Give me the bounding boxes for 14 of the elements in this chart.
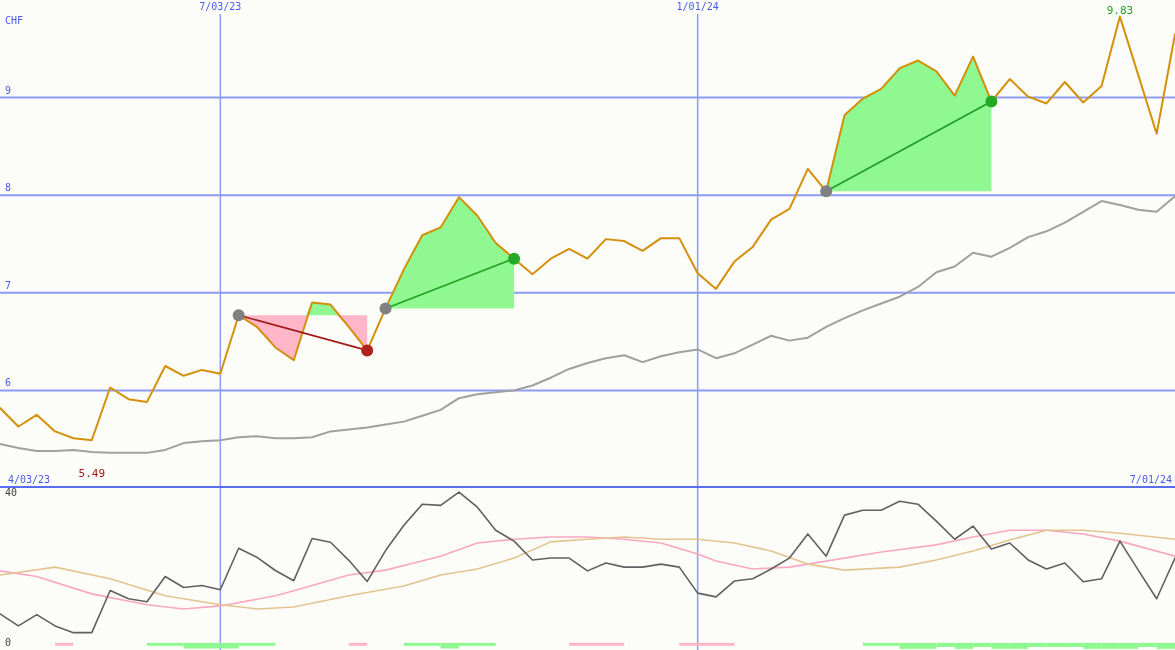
- y-tick-label: 8: [5, 182, 12, 194]
- y-axis-title: CHF: [5, 15, 24, 26]
- y-tick-label: 7: [5, 279, 12, 291]
- y-tick-label: 0: [5, 637, 12, 649]
- x-tick-label: 1/01/24: [676, 1, 719, 12]
- y-tick-label: 40: [5, 486, 18, 498]
- line-series: [0, 529, 1175, 610]
- y-tick-label: 6: [5, 377, 12, 389]
- annotation: 7/01/24: [1129, 474, 1172, 485]
- annotation: 5.49: [78, 467, 106, 481]
- y-tick-label: 9: [5, 84, 12, 96]
- annotation: 9.83: [1106, 3, 1134, 17]
- x-tick-label: 7/03/23: [199, 1, 242, 12]
- annotation: 4/03/23: [8, 474, 51, 485]
